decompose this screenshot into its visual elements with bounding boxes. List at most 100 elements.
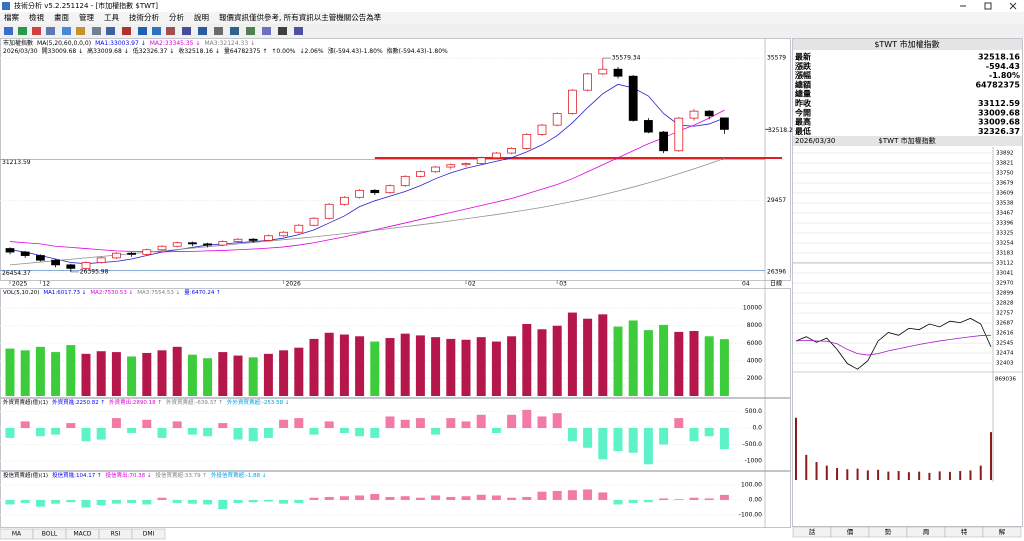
- tab-label[interactable]: RSI: [111, 531, 121, 538]
- y-tick-label: 33467: [996, 210, 1014, 216]
- volume-bar: [805, 454, 808, 480]
- candle-body: [279, 231, 289, 237]
- bar: [233, 428, 243, 440]
- toolbar-icon[interactable]: [106, 27, 115, 35]
- quote-label: 最低: [795, 126, 811, 136]
- tab-label[interactable]: BOLL: [42, 531, 58, 538]
- tab-label[interactable]: 解: [999, 527, 1006, 536]
- toolbar-icon[interactable]: [214, 27, 223, 35]
- tab[interactable]: [982, 526, 1022, 538]
- bar: [674, 331, 684, 396]
- toolbar-icon[interactable]: [32, 27, 41, 35]
- window-title: 技術分析 v5.2.251124 - [市加權指數 $TWT]: [14, 1, 158, 10]
- bar: [689, 331, 699, 396]
- header-item: 投信買賣超:33.79 ↑: [156, 471, 207, 479]
- bar: [157, 350, 167, 396]
- toolbar-icon[interactable]: [76, 27, 85, 35]
- bar: [461, 496, 471, 500]
- bar: [157, 497, 167, 500]
- toolbar-icon[interactable]: [4, 27, 13, 35]
- maximize-button[interactable]: [984, 2, 992, 10]
- toolbar-icon[interactable]: [246, 27, 255, 35]
- header-item: 2026/03/30: [3, 48, 38, 55]
- candle-body: [127, 252, 136, 255]
- toolbar-icon[interactable]: [18, 27, 27, 35]
- header-item: 量:6470.24 ↑: [184, 289, 220, 296]
- volume-bar: [815, 462, 818, 480]
- tab-label[interactable]: DMI: [143, 531, 155, 538]
- y-tick-label: 29457: [767, 197, 786, 204]
- tab-label[interactable]: 價: [847, 527, 854, 536]
- toolbar-icon[interactable]: [278, 27, 287, 35]
- bar: [507, 336, 517, 396]
- y-tick-label: 32616: [996, 331, 1014, 337]
- bar: [370, 341, 380, 396]
- y-tick-label: 33892: [996, 150, 1014, 156]
- tab-label[interactable]: 話: [809, 527, 816, 536]
- menu-item[interactable]: 管理: [79, 12, 94, 22]
- menu-item[interactable]: 說明: [194, 12, 209, 22]
- candle-body: [628, 75, 638, 121]
- tab-label[interactable]: 特: [961, 527, 968, 536]
- y-tick-label: 2000: [747, 375, 762, 382]
- toolbar-icon[interactable]: [262, 27, 271, 35]
- bar: [522, 409, 532, 429]
- close-button[interactable]: [1009, 2, 1017, 10]
- toolbar-icon[interactable]: [166, 27, 175, 35]
- bar: [35, 346, 45, 396]
- tab-label[interactable]: 周: [923, 528, 930, 536]
- toolbar-icon[interactable]: [92, 27, 101, 35]
- bar: [81, 499, 91, 508]
- foreign-pane: [0, 398, 791, 471]
- quote-value: 64782375: [975, 80, 1020, 89]
- tab-label[interactable]: MA: [12, 531, 22, 538]
- menu-item[interactable]: 檢視: [29, 12, 44, 22]
- volume-bar: [990, 432, 992, 480]
- bar: [66, 499, 76, 503]
- bar: [127, 356, 137, 396]
- bar: [203, 499, 213, 505]
- bar: [583, 318, 593, 396]
- toolbar-icon[interactable]: [198, 27, 207, 35]
- header-item: 外資賣出:2890.18 ↑: [109, 398, 162, 406]
- tab-label[interactable]: 勢: [885, 527, 892, 536]
- bar: [5, 428, 15, 438]
- toolbar-icon[interactable]: [122, 27, 131, 35]
- tab[interactable]: [131, 528, 166, 540]
- y-tick-label: 35579: [767, 55, 786, 62]
- candle-body: [36, 255, 45, 261]
- toolbar-icon[interactable]: [294, 27, 303, 35]
- menu-item[interactable]: 分析: [169, 12, 184, 22]
- bar: [203, 358, 213, 396]
- bar: [659, 428, 669, 445]
- last-price-label: 32518.2: [768, 127, 793, 134]
- toolbar-icon[interactable]: [230, 27, 239, 35]
- toolbar-icon[interactable]: [46, 27, 55, 35]
- y-tick-label: 869036: [995, 377, 1016, 383]
- toolbar-icon[interactable]: [152, 27, 161, 35]
- toolbar-icon[interactable]: [138, 27, 147, 35]
- menu-item[interactable]: 畫面: [54, 12, 69, 22]
- bar: [628, 499, 638, 503]
- bar: [415, 335, 425, 396]
- bar: [309, 497, 319, 500]
- toolbar-icon[interactable]: [62, 27, 71, 35]
- header-item: MA1:6017.73 ↓: [43, 289, 86, 296]
- annotation-label: 35579.34: [612, 55, 641, 62]
- bar: [355, 495, 365, 500]
- menu-item[interactable]: 技術分析: [129, 12, 159, 22]
- y-tick-label: -1000: [745, 458, 763, 465]
- volume-bar: [959, 471, 962, 480]
- tab-label[interactable]: MACD: [74, 531, 92, 538]
- candle-body: [659, 131, 668, 152]
- candle-body: [339, 196, 349, 205]
- menu-item[interactable]: 工具: [104, 13, 119, 22]
- bar: [172, 421, 182, 429]
- bar: [35, 428, 45, 437]
- bar: [96, 428, 106, 440]
- menu-bar: [0, 12, 1024, 24]
- toolbar-icon[interactable]: [182, 27, 191, 35]
- bar: [689, 428, 699, 442]
- menu-item[interactable]: 檔案: [4, 12, 19, 22]
